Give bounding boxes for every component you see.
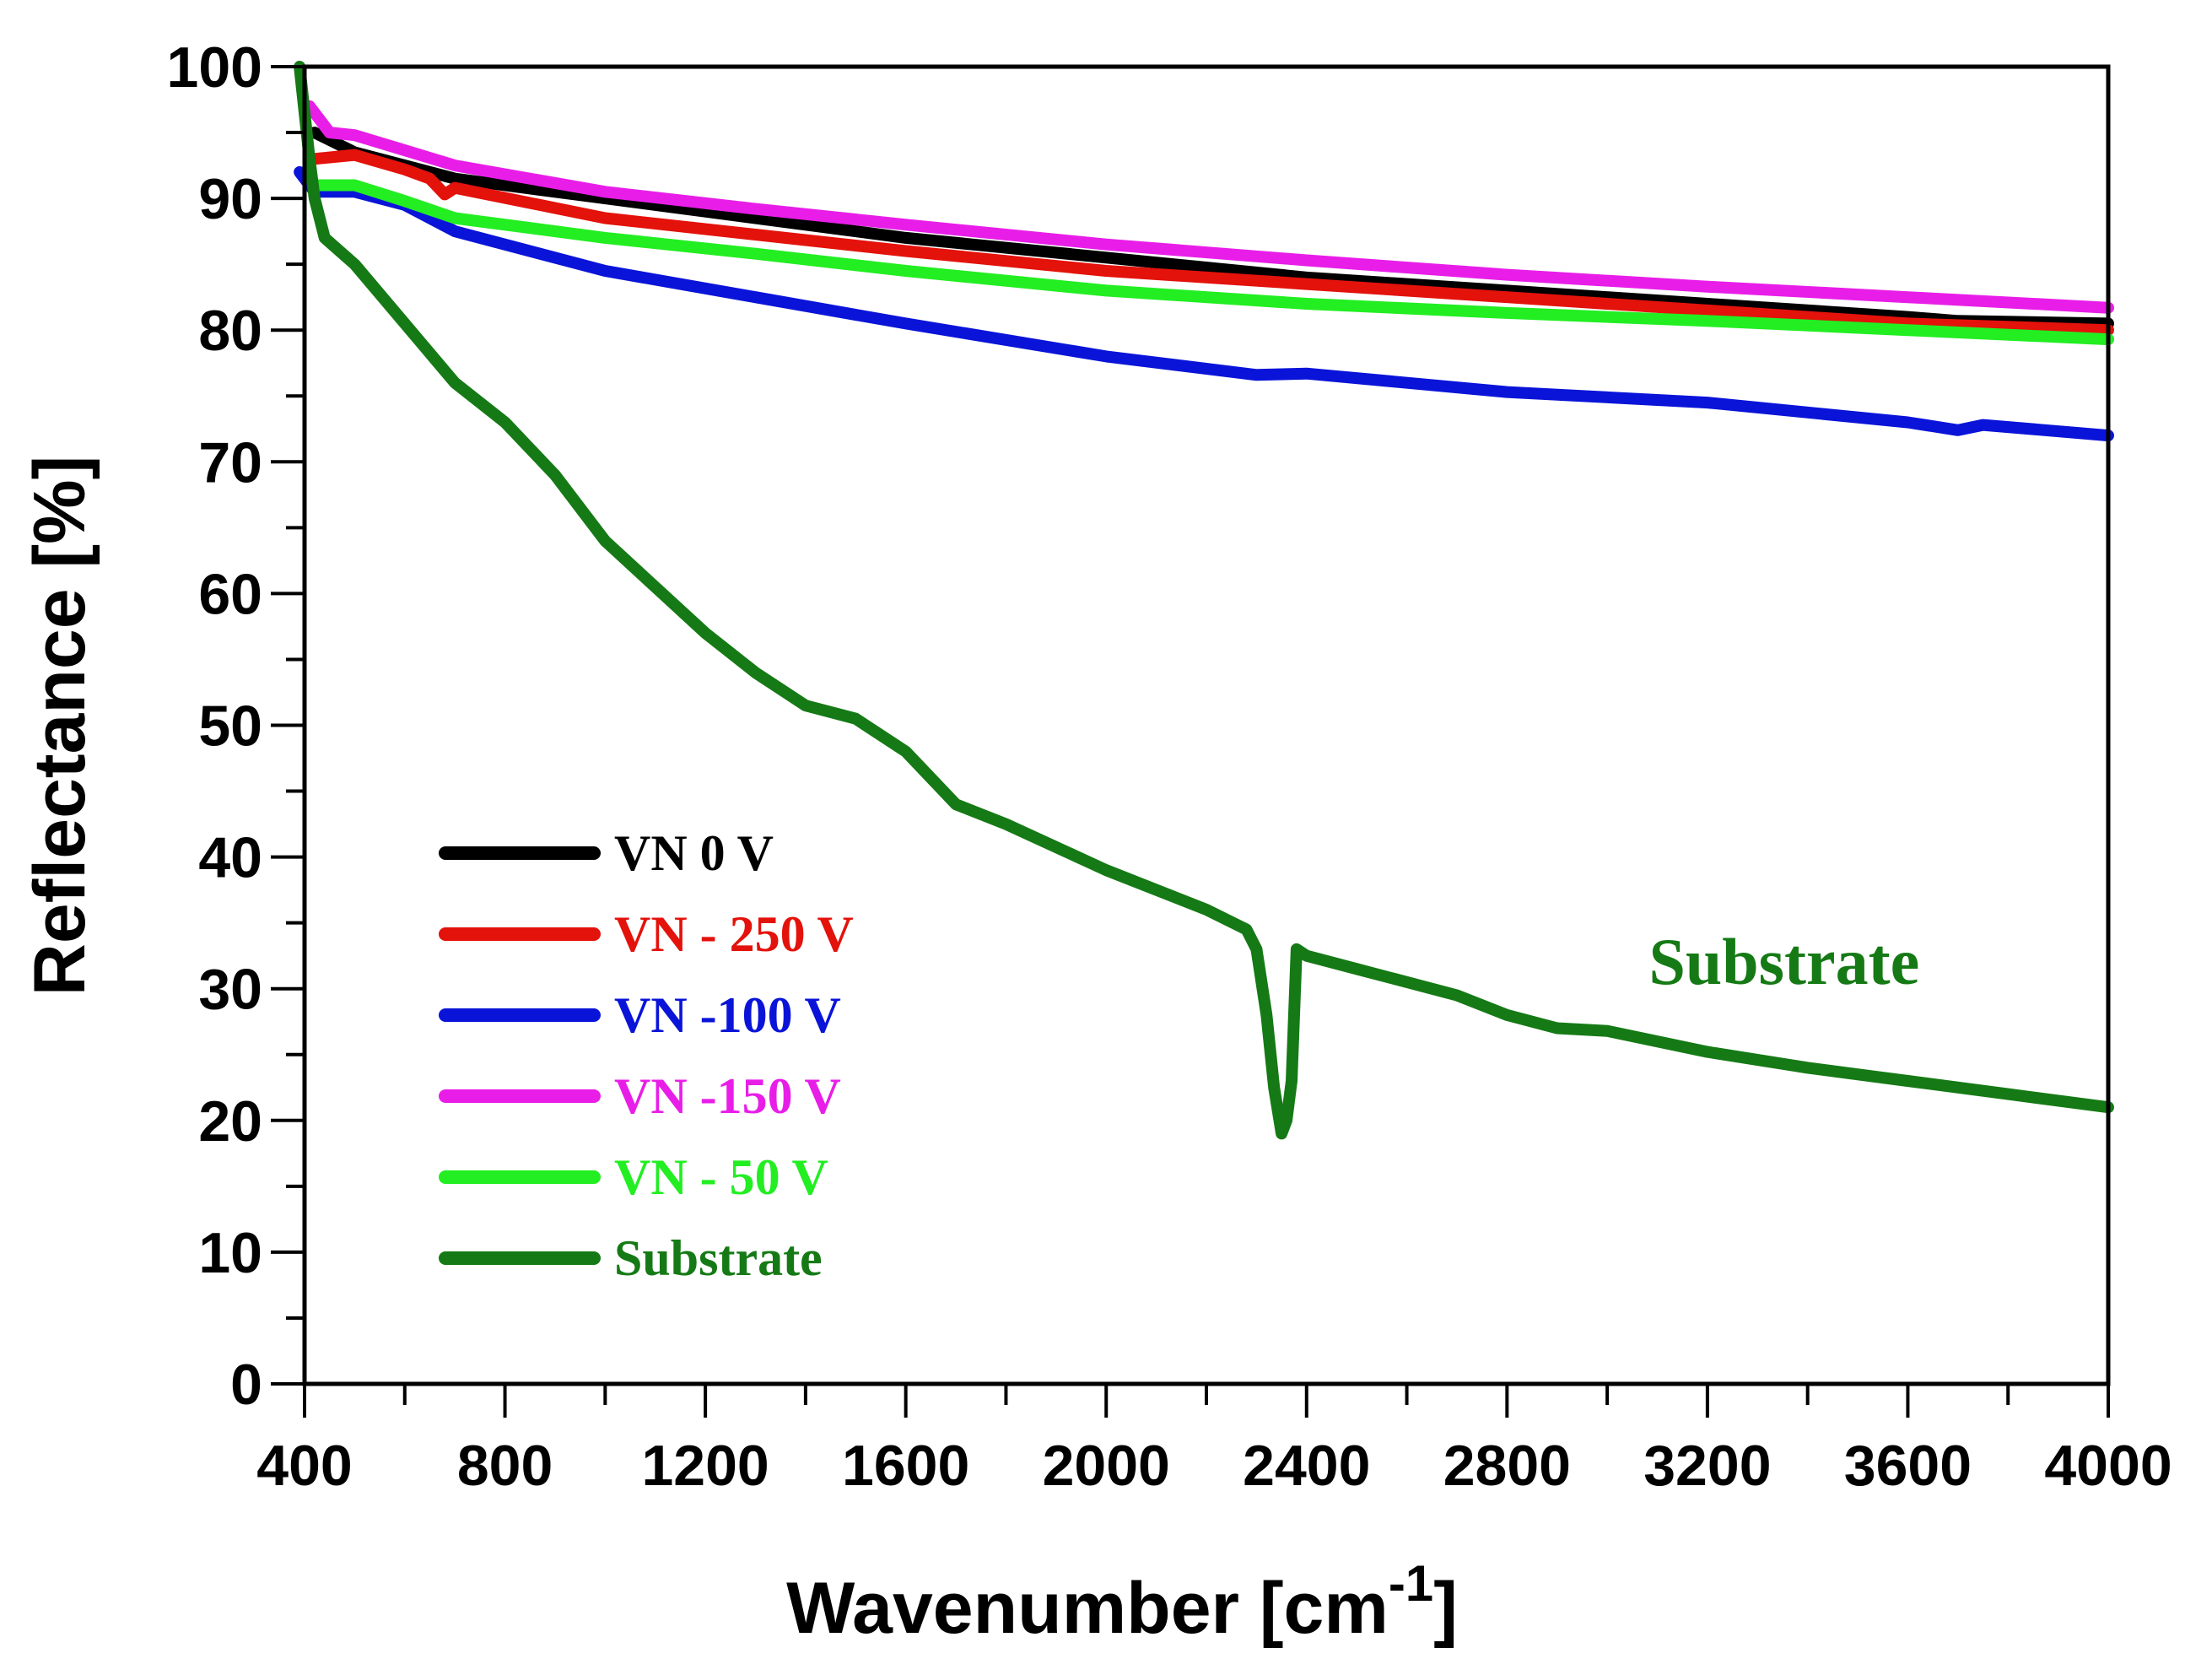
series-line-vn-50-v: [308, 179, 2114, 346]
legend-item: VN - 50 V: [439, 1149, 828, 1205]
series-line-vn-150-v: [303, 100, 2114, 314]
x-axis-title-main: Wavenumber [cm: [786, 1568, 1389, 1649]
legend-item: VN 0 V: [439, 825, 774, 881]
legend-label: VN -100 V: [614, 987, 841, 1043]
y-tick-label: 0: [230, 1353, 262, 1417]
x-tick-label: 4000: [2044, 1434, 2172, 1498]
y-tick-label: 60: [198, 562, 262, 626]
legend-item: VN -150 V: [439, 1068, 841, 1124]
legend-item: VN - 250 V: [439, 906, 854, 962]
legend-label: VN - 50 V: [614, 1149, 828, 1205]
y-tick-label: 50: [198, 694, 262, 759]
y-tick-label: 100: [167, 35, 262, 100]
legend-label: VN 0 V: [614, 825, 774, 881]
legend-label: VN - 250 V: [614, 906, 854, 962]
legend-label: VN -150 V: [614, 1068, 841, 1124]
y-tick-label: 10: [198, 1221, 262, 1285]
y-tick-label: 30: [198, 958, 262, 1022]
annotations: Substrate: [1649, 925, 1920, 998]
x-axis-title-close: ]: [1433, 1568, 1458, 1649]
legend: VN 0 V VN - 250 V VN -100 V VN -150 V VN - 5…: [439, 825, 854, 1286]
ticks-layer: 400 800 1200 1600 2000 2400 2800 3200 3600 4000 0 1…: [167, 35, 2172, 1498]
y-tick-label: 20: [198, 1089, 262, 1154]
series-line-vn-0-v: [308, 127, 2114, 330]
y-axis-title: Reflectance [%]: [19, 456, 100, 996]
x-tick-label: 800: [457, 1434, 553, 1498]
x-tick-label: 3600: [1844, 1434, 1972, 1498]
x-tick-label: 2400: [1243, 1434, 1370, 1498]
x-tick-label: 1200: [641, 1434, 769, 1498]
legend-item: Substrate: [439, 1230, 823, 1286]
x-tick-label: 2800: [1443, 1434, 1571, 1498]
series-line-substrate: [294, 61, 2114, 1140]
x-tick-label: 2000: [1043, 1434, 1170, 1498]
x-tick-label: 400: [256, 1434, 352, 1498]
x-axis-title: Wavenumber [cm-1]: [786, 1555, 1458, 1649]
y-tick-label: 90: [198, 167, 262, 231]
y-tick-label: 40: [198, 826, 262, 890]
series-layer: [294, 61, 2114, 1140]
x-tick-label: 1600: [842, 1434, 969, 1498]
y-tick-label: 70: [198, 430, 262, 494]
series-line-vn-250-v: [308, 149, 2114, 337]
substrate-annotation: Substrate: [1649, 925, 1920, 998]
y-tick-label: 80: [198, 299, 262, 363]
x-tick-label: 3200: [1643, 1434, 1771, 1498]
x-axis-title-superscript: -1: [1389, 1555, 1433, 1612]
legend-item: VN -100 V: [439, 987, 841, 1043]
legend-label: Substrate: [614, 1230, 823, 1286]
